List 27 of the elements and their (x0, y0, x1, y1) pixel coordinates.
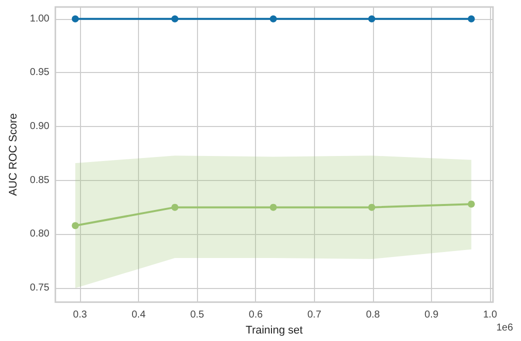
point (270, 15, 277, 22)
y-tick-label: 0.85 (30, 174, 50, 186)
y-tick-label: 0.75 (30, 282, 50, 294)
y-tick-label: 1.00 (30, 13, 50, 24)
text: 1e6 (496, 322, 514, 334)
point (72, 15, 79, 22)
point (270, 204, 277, 211)
y-axis-title: AUC ROC Score (8, 113, 20, 196)
x-tick-label: 0.5 (190, 310, 205, 321)
x-tick-label: 0.6 (248, 310, 264, 321)
point (468, 15, 475, 22)
x-tick-label: 0.3 (73, 310, 88, 321)
point (368, 15, 376, 22)
x-tick-label: 0.7 (307, 310, 322, 321)
x-tick-label: 1.0 (483, 310, 498, 321)
y-tick-label: 0.90 (30, 121, 50, 132)
x-tick-label: 0.9 (424, 310, 439, 321)
point (171, 15, 178, 22)
y-tick-label: 0.95 (30, 67, 50, 78)
x-tick-label: 0.8 (366, 310, 380, 321)
point (171, 204, 178, 211)
point (368, 204, 376, 211)
x-axis-title: Training set (246, 324, 303, 336)
point (468, 200, 475, 208)
y-tick-label: 0.80 (30, 228, 50, 240)
x-tick-label: 0.4 (132, 310, 146, 321)
point (72, 222, 79, 230)
